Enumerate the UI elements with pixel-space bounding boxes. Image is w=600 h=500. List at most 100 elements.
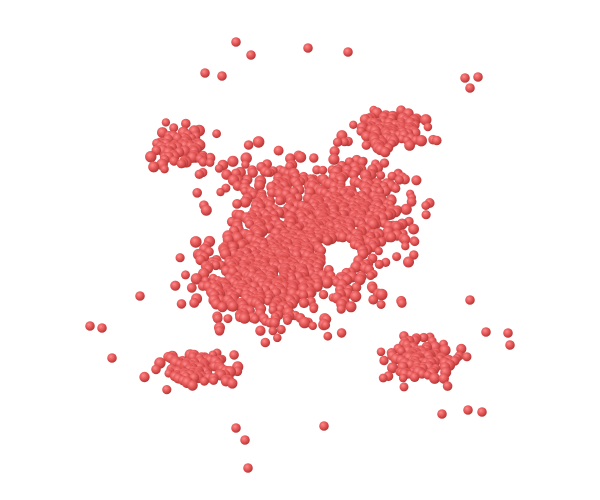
particle-sphere (187, 380, 198, 391)
particle-sphere (429, 372, 441, 384)
particle-sphere (398, 373, 408, 383)
particle-sphere (200, 68, 210, 78)
particle-sphere (460, 73, 470, 83)
particle-sphere (323, 331, 333, 341)
particle-sphere (209, 376, 219, 385)
particle-sphere (238, 312, 251, 324)
particle-sphere (223, 314, 233, 324)
particle-sphere (481, 327, 491, 337)
particle-sphere (246, 50, 256, 60)
particle-sphere (404, 140, 415, 151)
particle-sphere (340, 137, 349, 147)
particle-sphere (394, 175, 404, 185)
particle-sphere (148, 161, 160, 173)
particle-sphere (170, 280, 181, 291)
particle-sphere (421, 210, 431, 220)
particle-sphere (321, 277, 333, 289)
particle-sphere (309, 304, 319, 314)
particle-sphere (260, 337, 271, 348)
particle-sphere (145, 151, 157, 163)
particle-sphere (181, 118, 191, 129)
particle-sphere (318, 289, 329, 300)
particle-sphere (319, 421, 329, 431)
particle-sphere (250, 314, 260, 324)
particle-sphere (298, 316, 311, 329)
particle-sphere (438, 373, 449, 384)
particle-sphere (107, 353, 117, 363)
particle-sphere (231, 423, 241, 433)
particle-sphere (392, 222, 402, 233)
particle-sphere (214, 164, 224, 173)
particle-sphere (160, 164, 169, 174)
particle-sphere (322, 235, 333, 246)
particle-sphere (85, 321, 95, 331)
particle-sphere (336, 328, 347, 338)
particle-sphere (400, 203, 412, 215)
particle-sphere (276, 324, 286, 335)
particle-sphere (175, 253, 185, 263)
particle-sphere (403, 256, 414, 268)
particle-sphere (151, 364, 161, 375)
particle-sphere (375, 288, 388, 301)
particle-sphere (379, 146, 391, 158)
particle-sphere (162, 385, 172, 395)
particle-sphere (295, 151, 307, 163)
particle-sphere (303, 43, 313, 53)
particle-sphere (194, 169, 204, 179)
particle-sphere (420, 114, 432, 126)
particle-sphere (386, 232, 397, 243)
particle-sphere (97, 323, 107, 333)
particle-sphere (240, 435, 250, 445)
particle-sphere (214, 326, 225, 336)
particle-sphere (387, 362, 398, 374)
particle-sphere (217, 301, 228, 313)
particle-sphere (212, 129, 222, 139)
particle-sphere (432, 135, 442, 146)
particle-sphere (263, 168, 272, 177)
particle-sphere (199, 376, 209, 386)
particle-sphere (231, 37, 241, 47)
particle-sphere (243, 463, 253, 473)
particle-sphere (401, 242, 410, 251)
particle-sphere (318, 165, 328, 175)
particle-sphere (376, 347, 386, 357)
particle-sphere (376, 171, 386, 180)
particle-sphere (463, 405, 473, 415)
particle-sphere (374, 246, 383, 256)
particle-sphere (465, 295, 475, 305)
particle-sphere (169, 156, 179, 166)
particle-sphere (308, 321, 317, 331)
particle-sphere (419, 332, 429, 343)
particle-group (85, 37, 515, 473)
particle-sphere (361, 140, 371, 150)
particle-sphere (283, 316, 292, 325)
particle-sphere (399, 234, 411, 245)
particle-sphere (411, 175, 422, 186)
particle-sphere (181, 270, 190, 280)
particle-sphere (227, 155, 239, 167)
particle-sphere (349, 120, 358, 129)
particle-sphere (357, 157, 367, 167)
particle-sphere (421, 201, 431, 210)
particle-sphere (409, 372, 420, 382)
particle-sphere (406, 196, 417, 207)
particle-sphere (321, 320, 331, 330)
particle-sphere (176, 159, 187, 169)
particle-sphere (462, 352, 472, 362)
particle-sphere (378, 373, 388, 383)
particle-sphere (254, 179, 265, 191)
particle-sphere (309, 153, 319, 163)
particle-sphere (241, 160, 250, 169)
particle-sphere (239, 196, 251, 208)
particle-sphere (255, 325, 266, 336)
particle-sphere (227, 300, 239, 312)
particle-sphere (349, 290, 362, 303)
particle-sphere (376, 300, 386, 309)
particle-sphere (205, 158, 215, 167)
particle-sphere (397, 298, 407, 308)
particle-sphere (473, 72, 483, 82)
particle-sphere (298, 290, 309, 301)
particle-sphere (332, 137, 343, 147)
particle-sphere (247, 167, 258, 178)
